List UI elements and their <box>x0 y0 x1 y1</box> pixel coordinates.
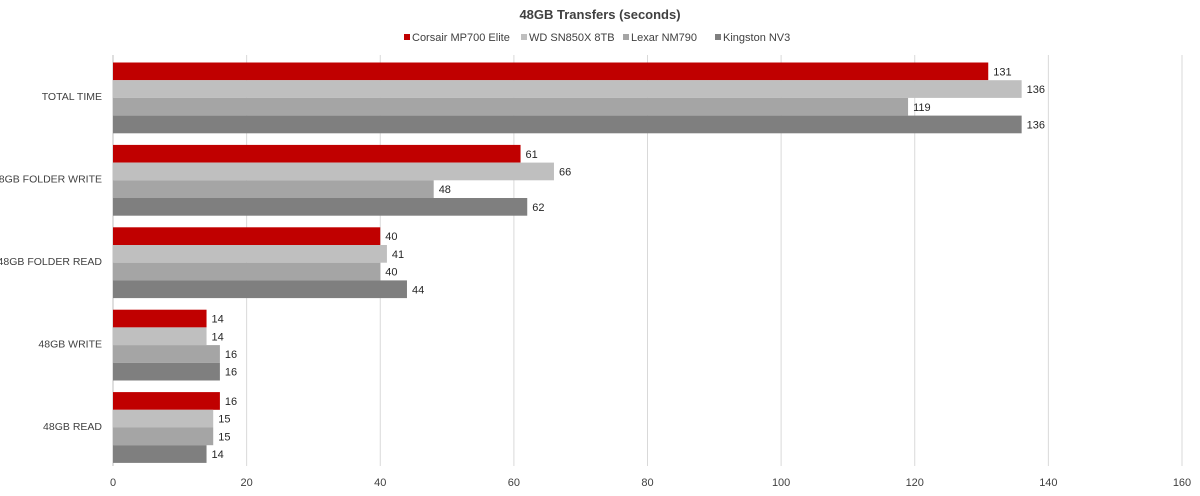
bar <box>113 162 554 181</box>
data-label: 40 <box>385 231 397 243</box>
bar <box>113 227 381 245</box>
x-axis-tick-labels: 0 20 40 60 80 100 120 140 160 <box>110 477 1191 489</box>
bar <box>113 409 214 428</box>
data-label: 62 <box>532 202 544 214</box>
data-label: 16 <box>225 396 237 408</box>
data-label: 15 <box>218 414 230 426</box>
bar <box>113 327 207 346</box>
data-label: 136 <box>1027 119 1045 131</box>
legend-swatch <box>404 34 410 40</box>
category-label: 48GB WRITE <box>38 338 102 350</box>
bar <box>113 345 220 363</box>
legend-item: Lexar NM790 <box>623 32 697 44</box>
legend-label: Corsair MP700 Elite <box>412 32 510 44</box>
data-label: 16 <box>225 367 237 379</box>
bar <box>113 309 207 328</box>
data-label: 41 <box>392 249 404 261</box>
x-tick-label: 120 <box>906 477 924 489</box>
bar <box>113 144 521 163</box>
bar <box>113 245 387 263</box>
data-label: 44 <box>412 284 424 296</box>
chart-title: 48GB Transfers (seconds) <box>519 7 680 22</box>
bar <box>113 280 407 299</box>
legend-item: Corsair MP700 Elite <box>404 32 510 44</box>
bar <box>113 180 434 198</box>
data-label: 131 <box>993 66 1011 78</box>
x-tick-label: 0 <box>110 477 116 489</box>
bar <box>113 198 528 216</box>
data-label: 15 <box>218 431 230 443</box>
bar <box>113 97 909 116</box>
legend-item: Kingston NV3 <box>715 32 790 44</box>
data-label: 61 <box>526 149 538 161</box>
legend-item: WD SN850X 8TB <box>521 32 615 44</box>
bar <box>113 427 214 446</box>
legend-swatch <box>623 34 629 40</box>
bar <box>113 392 220 410</box>
category-label: 48GB READ <box>43 421 102 433</box>
x-tick-label: 40 <box>374 477 386 489</box>
legend-swatch <box>521 34 527 40</box>
bars: 1311361191366166486240414044141416161615… <box>113 62 1045 463</box>
data-label: 16 <box>225 349 237 361</box>
data-label: 40 <box>385 267 397 279</box>
x-tick-label: 80 <box>641 477 653 489</box>
x-tick-label: 100 <box>772 477 790 489</box>
category-label: TOTAL TIME <box>42 91 102 103</box>
data-label: 66 <box>559 166 571 178</box>
bar <box>113 115 1022 134</box>
bar <box>113 262 381 281</box>
legend-label: WD SN850X 8TB <box>529 32 615 44</box>
legend-label: Kingston NV3 <box>723 32 790 44</box>
legend: Corsair MP700 Elite WD SN850X 8TB Lexar NM… <box>404 32 790 44</box>
category-label: 48GB FOLDER WRITE <box>0 174 102 186</box>
data-label: 136 <box>1027 84 1045 96</box>
x-tick-label: 140 <box>1039 477 1057 489</box>
category-labels: TOTAL TIME 48GB FOLDER WRITE 48GB FOLDER R… <box>0 91 102 433</box>
data-label: 48 <box>439 184 451 196</box>
x-tick-label: 60 <box>508 477 520 489</box>
x-tick-label: 160 <box>1173 477 1191 489</box>
legend-label: Lexar NM790 <box>631 32 697 44</box>
data-label: 14 <box>212 314 224 326</box>
data-label: 14 <box>212 449 224 461</box>
data-label: 119 <box>913 102 931 114</box>
data-label: 14 <box>212 331 224 343</box>
x-tick-label: 20 <box>241 477 253 489</box>
bar <box>113 445 207 463</box>
bar <box>113 62 989 81</box>
legend-swatch <box>715 34 721 40</box>
bar <box>113 80 1022 98</box>
category-label: 48GB FOLDER READ <box>0 256 102 268</box>
bar <box>113 362 220 381</box>
